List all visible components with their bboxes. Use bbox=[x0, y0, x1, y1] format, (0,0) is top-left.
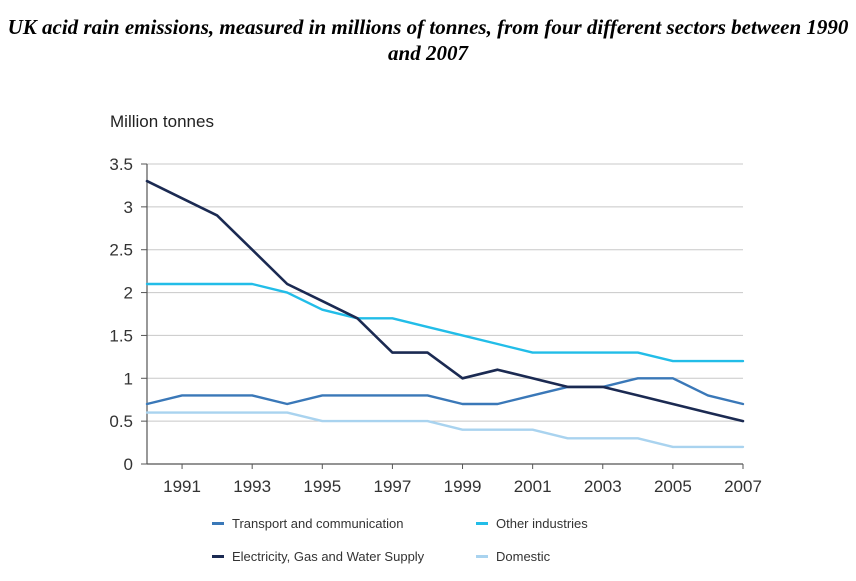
legend-swatch-domestic bbox=[476, 555, 488, 558]
x-tick-label: 2003 bbox=[584, 477, 622, 496]
axes bbox=[141, 163, 744, 469]
legend: Transport and communication Other indust… bbox=[212, 516, 632, 572]
legend-item-other-industries: Other industries bbox=[476, 516, 588, 531]
x-tick-labels: 1991 1993 1995 1997 1999 2001 2003 2005 2007 bbox=[163, 477, 762, 496]
legend-swatch-other-industries bbox=[476, 522, 488, 525]
legend-label-electricity: Electricity, Gas and Water Supply bbox=[232, 549, 425, 564]
legend-item-electricity: Electricity, Gas and Water Supply bbox=[212, 549, 424, 564]
y-tick-label: 0 bbox=[124, 455, 133, 474]
legend-label-other-industries: Other industries bbox=[496, 516, 588, 531]
series-line-2 bbox=[145, 179, 745, 423]
legend-label-transport: Transport and communication bbox=[232, 516, 404, 531]
y-tick-label: 2.5 bbox=[109, 241, 133, 260]
y-tick-label: 0.5 bbox=[109, 412, 133, 431]
y-tick-label: 1.5 bbox=[109, 326, 133, 345]
series-line-1 bbox=[145, 282, 745, 363]
y-tick-label: 2 bbox=[124, 284, 133, 303]
series-line-0 bbox=[145, 377, 745, 406]
gridlines bbox=[147, 163, 743, 422]
y-tick-label: 3.5 bbox=[109, 155, 133, 174]
legend-item-transport: Transport and communication bbox=[212, 516, 404, 531]
x-tick-label: 1997 bbox=[373, 477, 411, 496]
y-tick-labels: 0 0.5 1 1.5 2 2.5 3 3.5 bbox=[109, 155, 133, 474]
chart-title: UK acid rain emissions, measured in mill… bbox=[7, 15, 849, 65]
x-tick-label: 2001 bbox=[514, 477, 552, 496]
series-line-3 bbox=[145, 411, 745, 449]
legend-swatch-transport bbox=[212, 522, 224, 525]
x-tick-label: 2005 bbox=[654, 477, 692, 496]
x-tick-label: 2007 bbox=[724, 477, 762, 496]
y-axis-label: Million tonnes bbox=[110, 112, 214, 131]
legend-item-domestic: Domestic bbox=[476, 549, 550, 564]
y-tick-label: 3 bbox=[124, 198, 133, 217]
x-tick-label: 1993 bbox=[233, 477, 271, 496]
x-tick-label: 1999 bbox=[444, 477, 482, 496]
x-tick-label: 1991 bbox=[163, 477, 201, 496]
legend-swatch-electricity bbox=[212, 555, 224, 558]
y-tick-label: 1 bbox=[124, 369, 133, 388]
series-lines bbox=[145, 179, 745, 449]
x-tick-label: 1995 bbox=[303, 477, 341, 496]
legend-label-domestic: Domestic bbox=[496, 549, 551, 564]
